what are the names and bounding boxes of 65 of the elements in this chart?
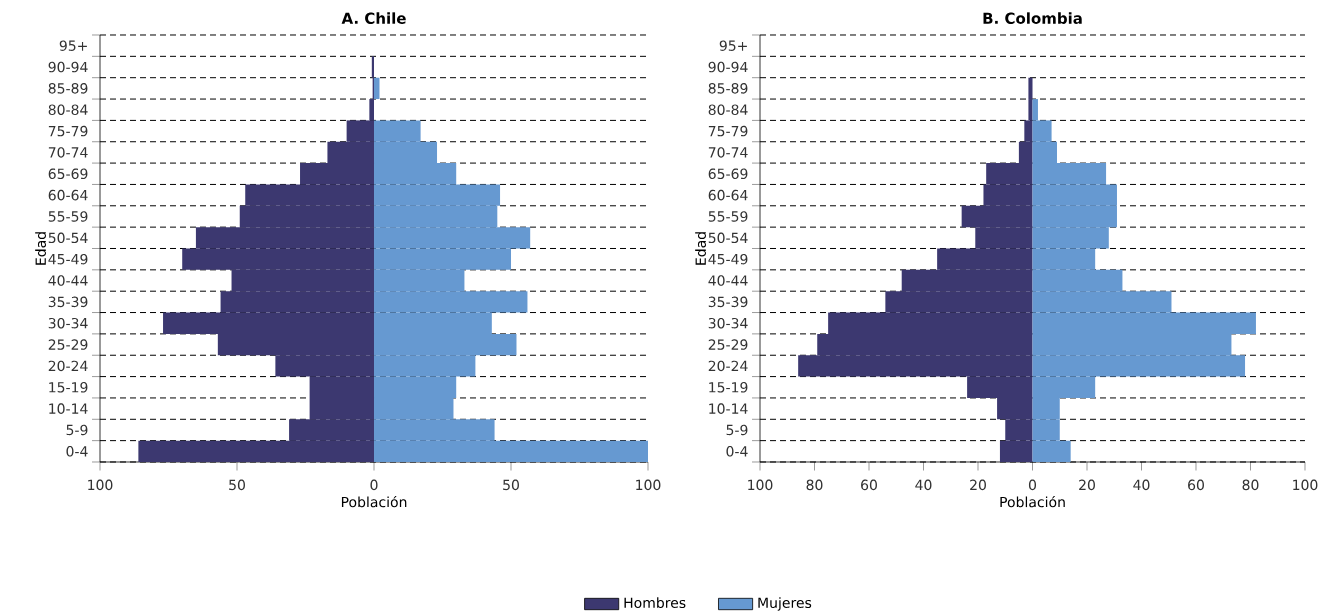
x-tick-label: 0	[370, 479, 378, 491]
y-tick-label: 95+	[719, 40, 747, 51]
y-tick-label: 60-64	[48, 189, 88, 201]
y-tick-label: 45-49	[48, 253, 88, 265]
y-tick-label: 85-89	[708, 83, 748, 94]
y-tick-label: 5-9	[726, 424, 748, 436]
y-tick-label: 55-59	[48, 211, 88, 222]
x-tick-label: 80	[806, 479, 823, 491]
y-tick-label: 30-34	[708, 317, 748, 329]
y-tick-label: 95+	[59, 40, 87, 51]
legend-label: Mujeres	[758, 597, 812, 611]
x-tick-label: 50	[229, 479, 245, 491]
x-tick-label: 100	[748, 479, 773, 491]
y-tick-label: 80-84	[48, 104, 88, 115]
x-tick-label: 60	[861, 479, 877, 491]
y-tick-label: 80-84	[708, 104, 748, 115]
x-tick-label: 40	[915, 479, 932, 491]
x-tick-label: 50	[503, 479, 519, 491]
legend-label: Hombres	[624, 597, 686, 609]
x-tick-label: 80	[1242, 479, 1259, 491]
y-tick-label: 0-4	[726, 446, 748, 457]
y-tick-label: 40-44	[708, 275, 748, 286]
y-tick-label: 20-24	[48, 360, 88, 372]
x-axis-title: Población	[1000, 495, 1065, 508]
y-tick-label: 45-49	[708, 253, 748, 265]
y-tick-label: 35-39	[48, 296, 88, 308]
y-tick-label: 75-79	[48, 125, 88, 137]
y-axis-title: Edad	[695, 232, 706, 265]
y-axis-title: Edad	[35, 232, 46, 265]
y-tick-label: 35-39	[708, 296, 748, 308]
y-tick-label: 30-34	[48, 317, 88, 329]
x-tick-label: 100	[1293, 479, 1318, 491]
y-tick-label: 10-14	[709, 403, 748, 414]
x-tick-label: 20	[1079, 479, 1095, 491]
y-tick-label: 70-74	[48, 147, 88, 158]
x-tick-label: 20	[970, 479, 986, 491]
bar	[374, 77, 380, 100]
y-tick-label: 90-94	[708, 61, 748, 73]
y-tick-label: 20-24	[708, 360, 748, 372]
y-tick-label: 85-89	[48, 83, 88, 94]
x-axis-title: Población	[341, 495, 407, 508]
y-tick-label: 50-54	[48, 232, 88, 244]
y-tick-label: 75-79	[708, 125, 748, 137]
y-tick-label: 15-19	[49, 381, 88, 393]
x-tick-label: 60	[1188, 479, 1204, 491]
y-tick-label: 40-44	[48, 275, 88, 286]
y-tick-label: 25-29	[48, 339, 88, 350]
chart-title: B. Colombia	[983, 12, 1082, 24]
x-tick-label: 40	[1133, 479, 1150, 491]
x-tick-label: 100	[636, 479, 661, 491]
x-tick-label: 100	[88, 479, 113, 491]
y-tick-label: 55-59	[708, 211, 748, 222]
y-tick-label: 5-9	[66, 424, 88, 436]
y-tick-label: 25-29	[708, 339, 748, 350]
y-tick-label: 50-54	[708, 232, 748, 244]
y-tick-label: 65-69	[48, 168, 88, 180]
y-tick-label: 90-94	[48, 61, 88, 73]
y-tick-label: 70-74	[708, 147, 748, 158]
chart-title: A. Chile	[341, 12, 406, 24]
y-tick-label: 0-4	[66, 446, 88, 457]
y-tick-label: 65-69	[708, 168, 748, 180]
y-tick-label: 15-19	[709, 381, 748, 393]
y-tick-label: 60-64	[708, 189, 748, 201]
y-tick-label: 10-14	[49, 403, 88, 414]
x-tick-label: 0	[1028, 479, 1037, 491]
